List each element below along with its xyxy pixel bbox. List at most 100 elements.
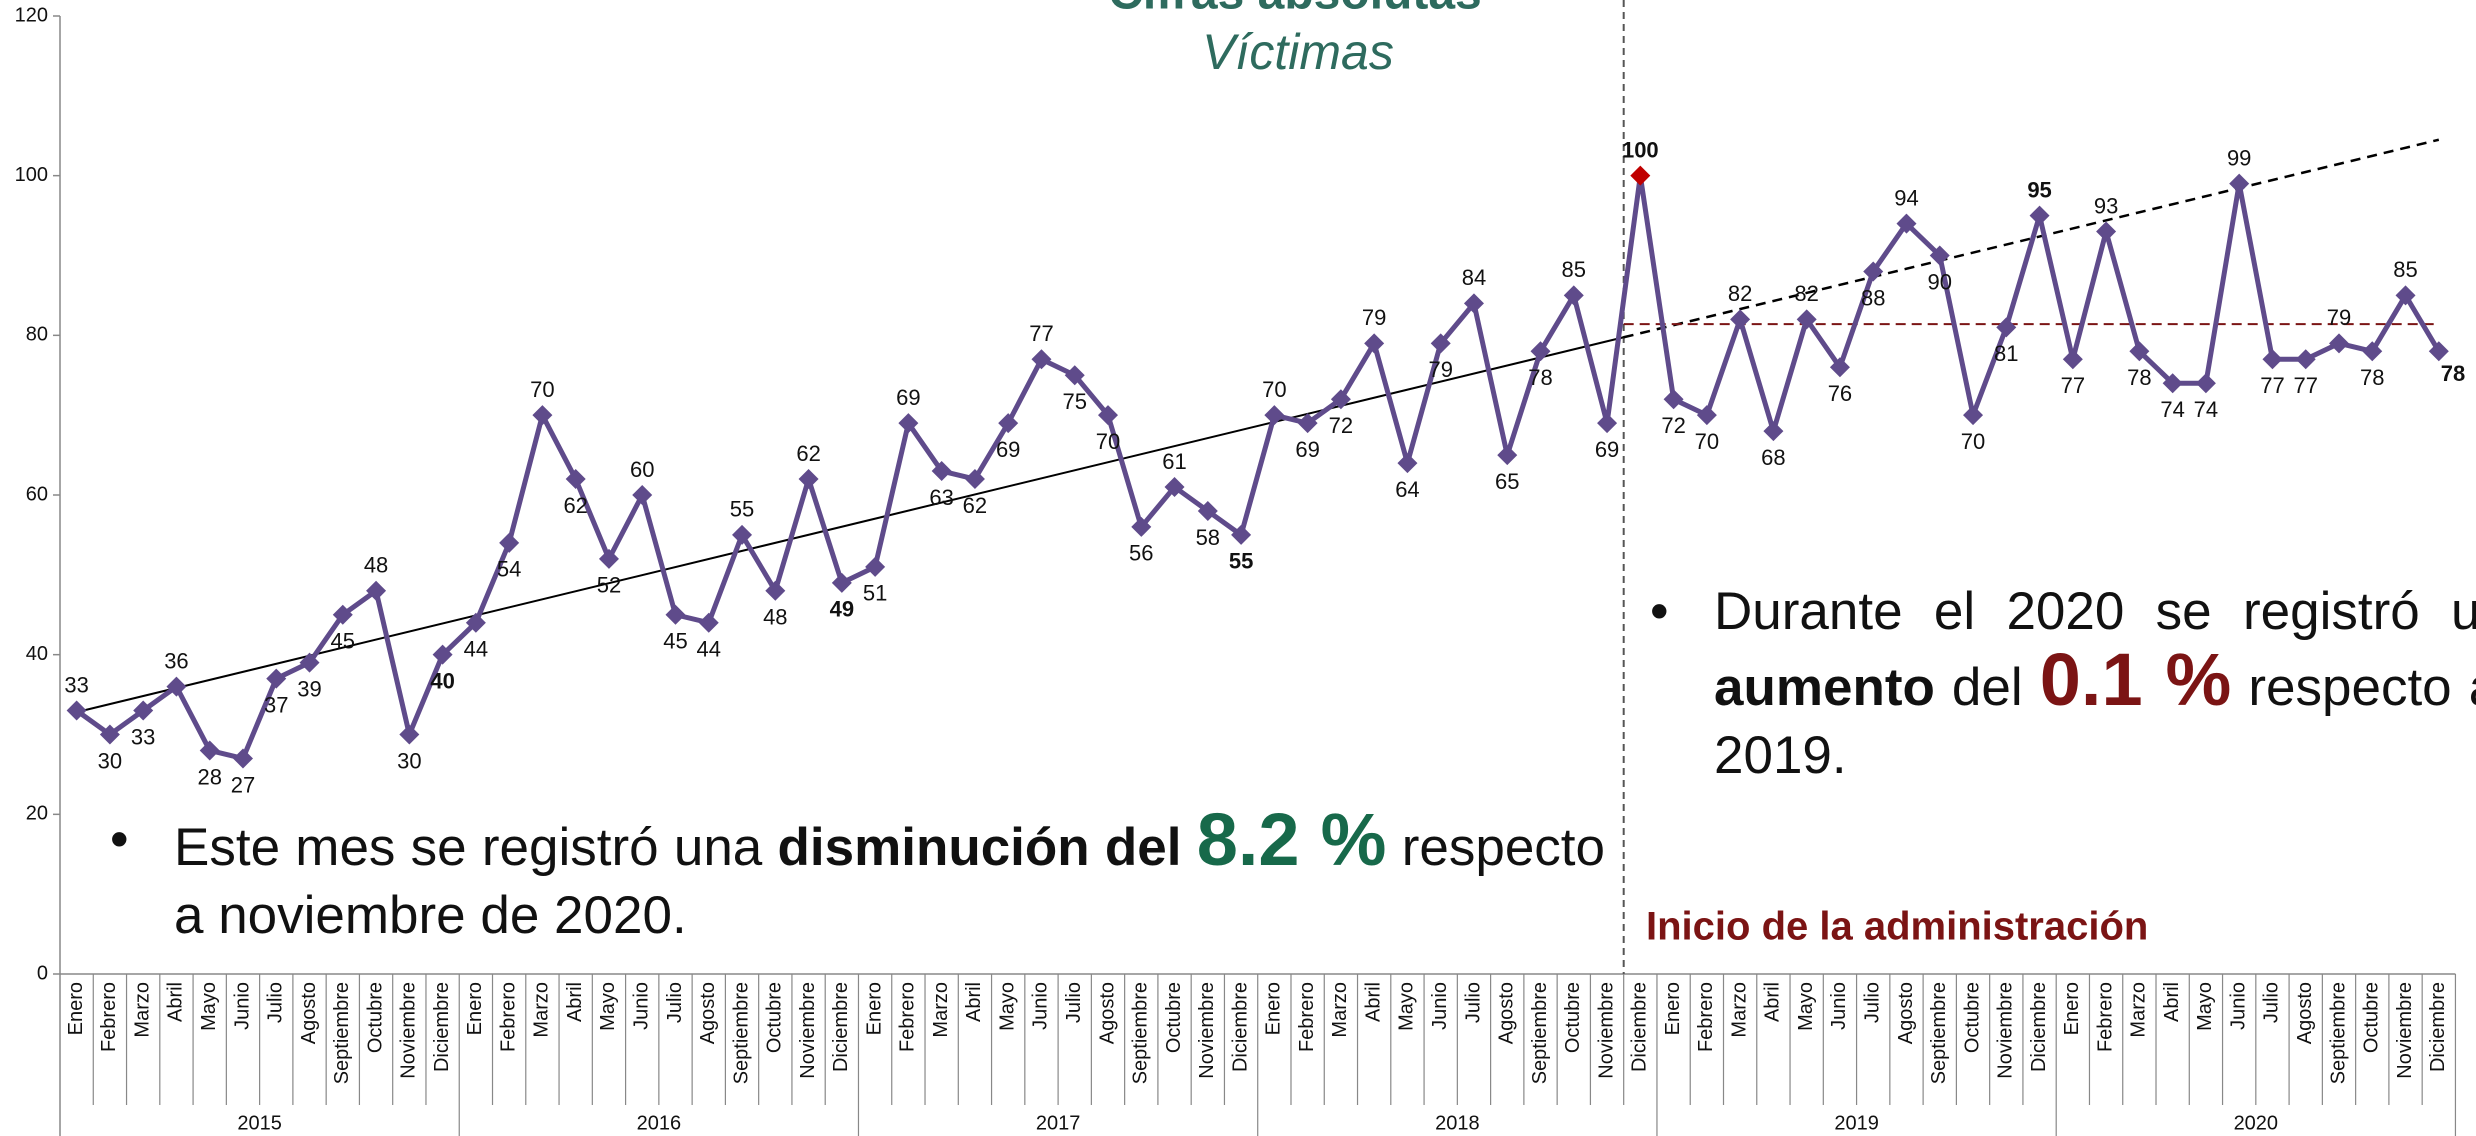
x-tick-label: Julio	[664, 982, 686, 1023]
data-point	[2196, 373, 2216, 393]
year-label: 2015	[237, 1112, 282, 1134]
x-tick-label: Marzo	[1728, 982, 1750, 1038]
data-point	[1397, 453, 1417, 473]
x-tick-label: Enero	[65, 982, 87, 1035]
x-tick-label: Abril	[564, 982, 586, 1022]
x-tick-label: Abril	[1762, 982, 1784, 1022]
x-tick-label: Mayo	[2194, 982, 2216, 1031]
data-label: 55	[1229, 549, 1253, 574]
data-label: 78	[2441, 361, 2465, 386]
x-tick-label: Agosto	[298, 982, 320, 1044]
data-label: 77	[2061, 373, 2085, 398]
x-tick-label: Diciembre	[2427, 982, 2449, 1072]
note-text: Este mes se registró una disminución del…	[174, 806, 1605, 950]
data-label: 44	[464, 637, 488, 662]
data-label: 70	[1961, 429, 1985, 454]
data-point	[1730, 309, 1750, 329]
data-point	[2096, 222, 2116, 242]
data-point	[2030, 206, 2050, 226]
x-tick-label: Abril	[963, 982, 985, 1022]
data-point	[1963, 405, 1983, 425]
year-label: 2018	[1435, 1112, 1480, 1134]
note-run: del	[1935, 658, 2040, 717]
data-point	[2329, 333, 2349, 353]
data-label: 56	[1129, 541, 1153, 566]
chart-title: Cifras absolutas	[1108, 0, 1481, 20]
note-run: disminución del	[778, 818, 1197, 877]
data-label: 45	[331, 629, 355, 654]
data-label: 78	[1528, 365, 1552, 390]
x-tick-label: Marzo	[131, 982, 153, 1038]
data-label: 78	[2360, 365, 2384, 390]
x-tick-label: Febrero	[2094, 982, 2116, 1052]
data-label: 79	[2327, 305, 2351, 330]
y-tick-label: 60	[26, 483, 48, 505]
data-point	[832, 573, 852, 593]
x-tick-label: Enero	[464, 982, 486, 1035]
x-tick-label: Diciembre	[431, 982, 453, 1072]
data-label: 58	[1196, 525, 1220, 550]
x-tick-label: Octubre	[1562, 982, 1584, 1053]
slide: Cifras absolutas Víctimas Inicio de la a…	[0, 0, 2476, 1136]
x-tick-label: Agosto	[1096, 982, 1118, 1044]
data-label: 76	[1828, 381, 1852, 406]
note-left: •Este mes se registró una disminución de…	[110, 806, 1605, 950]
data-label: 72	[1329, 413, 1353, 438]
data-point	[2063, 349, 2083, 369]
data-point	[799, 469, 819, 489]
x-tick-label: Diciembre	[830, 982, 852, 1072]
data-label: 79	[1362, 305, 1386, 330]
x-tick-label: Junio	[1828, 982, 1850, 1030]
x-tick-label: Mayo	[1795, 982, 1817, 1031]
data-label: 95	[2027, 177, 2051, 202]
x-tick-label: Noviembre	[797, 982, 819, 1079]
x-tick-label: Mayo	[198, 982, 220, 1031]
data-label: 75	[1062, 389, 1086, 414]
x-tick-label: Agosto	[1895, 982, 1917, 1044]
x-tick-label: Septiembre	[1130, 982, 1152, 1084]
x-tick-label: Agosto	[2294, 982, 2316, 1044]
x-tick-label: Agosto	[697, 982, 719, 1044]
data-point	[233, 748, 253, 768]
year-label: 2019	[1834, 1112, 1879, 1134]
y-tick-label: 20	[26, 803, 48, 825]
data-label: 82	[1794, 281, 1818, 306]
note-right: •Durante el 2020 se registró un aumento …	[1650, 578, 2476, 790]
data-point	[1763, 421, 1783, 441]
year-label: 2016	[637, 1112, 682, 1134]
data-label: 70	[530, 377, 554, 402]
x-tick-label: Febrero	[497, 982, 519, 1052]
x-tick-label: Noviembre	[1995, 982, 2017, 1079]
data-point	[532, 405, 552, 425]
x-tick-label: Julio	[2261, 982, 2283, 1023]
y-tick-label: 100	[15, 164, 48, 186]
x-tick-label: Diciembre	[1629, 982, 1651, 1072]
x-tick-label: Diciembre	[2028, 982, 2050, 1072]
data-label: 84	[1462, 265, 1486, 290]
x-tick-label: Octubre	[1961, 982, 1983, 1053]
data-label: 36	[164, 648, 188, 673]
x-tick-label: Abril	[165, 982, 187, 1022]
x-tick-label: Mayo	[996, 982, 1018, 1031]
x-tick-label: Julio	[1063, 982, 1085, 1023]
y-tick-label: 40	[26, 643, 48, 665]
data-point	[1264, 405, 1284, 425]
chart-subtitle: Víctimas	[1202, 24, 1394, 80]
data-label: 94	[1894, 185, 1918, 210]
data-point	[865, 557, 885, 577]
data-label: 81	[1994, 341, 2018, 366]
note-run: 0.1 %	[2040, 638, 2232, 721]
data-label: 30	[397, 748, 421, 773]
data-point	[1630, 166, 1650, 186]
x-tick-label: Octubre	[1163, 982, 1185, 1053]
data-label: 79	[1428, 357, 1452, 382]
data-point	[1497, 445, 1517, 465]
x-tick-label: Septiembre	[1529, 982, 1551, 1084]
data-label: 64	[1395, 477, 1419, 502]
x-tick-label: Marzo	[531, 982, 553, 1038]
page: {"chart_data": { "type": "line", "title"…	[0, 0, 2476, 1136]
x-tick-label: Septiembre	[2327, 982, 2349, 1084]
data-label: 85	[1562, 257, 1586, 282]
data-label: 69	[996, 437, 1020, 462]
note-run: Este mes se registró una	[174, 818, 778, 877]
